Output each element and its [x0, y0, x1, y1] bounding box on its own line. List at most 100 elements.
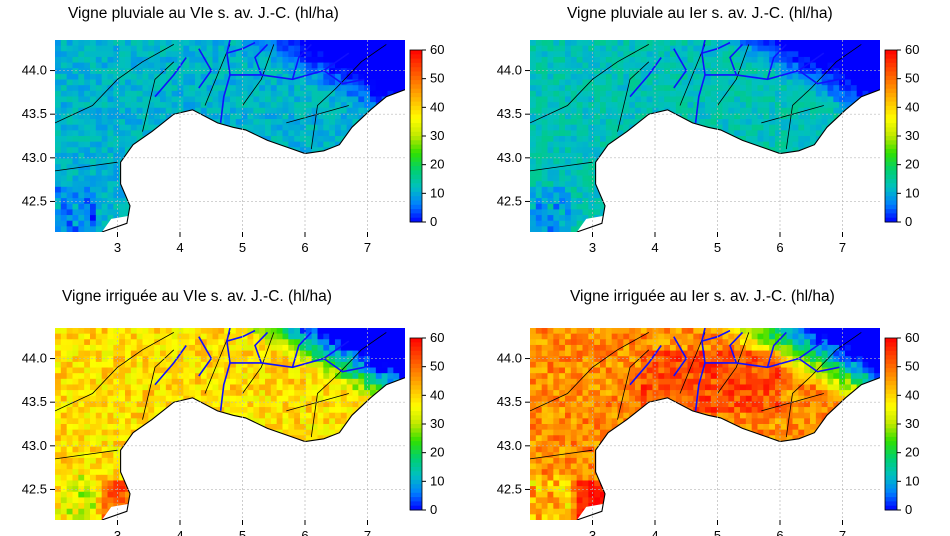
- colorbar: 60 50 40 30 20 10 0: [409, 330, 444, 517]
- colorbar-swatch: [885, 75, 897, 81]
- colorbar-swatch: [885, 144, 897, 150]
- colorbar-swatch: [410, 355, 422, 360]
- colorbar-swatch: [410, 441, 422, 446]
- colorbar-swatch: [885, 196, 897, 201]
- map-plot: 3 4 5 6 7 44.0 43.5 43.0 42.5 60 50 40 30 20 10 0: [497, 40, 919, 255]
- colorbar-swatch: [885, 101, 897, 107]
- x-tick-label: 5: [239, 240, 246, 255]
- colorbar-swatch: [410, 217, 422, 223]
- colorbar-tick-label: 50: [905, 359, 919, 374]
- colorbar-swatch: [885, 131, 897, 137]
- colorbar-swatch: [885, 209, 897, 214]
- colorbar-swatch: [410, 105, 422, 111]
- colorbar-swatch: [410, 458, 422, 464]
- colorbar-swatch: [410, 157, 422, 163]
- river-network: [629, 40, 840, 123]
- colorbar-swatch: [410, 445, 422, 451]
- colorbar-tick-label: 10: [430, 185, 444, 200]
- colorbar-swatch: [885, 363, 897, 369]
- colorbar-swatch: [410, 436, 422, 442]
- colorbar-tick-label: 60: [430, 42, 444, 57]
- gridlines: [55, 40, 405, 232]
- colorbar-tick-label: 40: [430, 387, 444, 402]
- y-tick-label: 42.5: [22, 481, 47, 496]
- gridlines: [530, 40, 880, 232]
- colorbar-swatch: [885, 479, 897, 485]
- colorbar-swatch: [410, 174, 422, 180]
- colorbar-swatch: [885, 213, 897, 219]
- colorbar-swatch: [885, 153, 897, 158]
- colorbar-swatch: [885, 406, 897, 412]
- colorbar-swatch: [885, 393, 897, 399]
- colorbar-swatch: [410, 213, 422, 219]
- colorbar-swatch: [410, 488, 422, 494]
- axes: 3 4 5 6 7 44.0 43.5 43.0 42.5: [22, 351, 371, 536]
- colorbar-tick-label: 40: [905, 99, 919, 114]
- colorbar-tick-label: 0: [905, 502, 912, 517]
- department-borders: [55, 44, 387, 172]
- colorbar-swatch: [885, 338, 897, 343]
- colorbar-swatch: [410, 123, 422, 128]
- colorbar-swatch: [885, 505, 897, 511]
- colorbar-swatch: [885, 449, 897, 455]
- colorbar-swatch: [885, 174, 897, 180]
- colorbar-swatch: [885, 359, 897, 365]
- axes: 3 4 5 6 7 44.0 43.5 43.0 42.5: [497, 63, 846, 255]
- panel-title: Vigne pluviale au VIe s. av. J.-C. (hl/h…: [68, 5, 339, 22]
- colorbar-swatch: [410, 376, 422, 382]
- colorbar-swatch: [410, 372, 422, 378]
- colorbar-swatch: [410, 50, 422, 55]
- yield-raster: [55, 40, 405, 232]
- colorbar-swatch: [410, 497, 422, 502]
- colorbar-swatch: [885, 501, 897, 507]
- colorbar-swatch: [885, 389, 897, 395]
- colorbar-swatch: [410, 389, 422, 395]
- colorbar-swatch: [410, 419, 422, 425]
- colorbar-swatch: [885, 170, 897, 176]
- x-tick-label: 5: [714, 528, 721, 536]
- colorbar-swatch: [885, 118, 897, 124]
- colorbar-swatch: [885, 445, 897, 451]
- colorbar-swatch: [410, 338, 422, 343]
- colorbar-swatch: [885, 148, 897, 154]
- colorbar-swatch: [410, 432, 422, 438]
- colorbar-swatch: [410, 363, 422, 369]
- colorbar-swatch: [410, 381, 422, 386]
- colorbar-swatch: [410, 93, 422, 98]
- colorbar: 60 50 40 30 20 10 0: [884, 330, 919, 517]
- colorbar-swatch: [410, 196, 422, 201]
- colorbar-swatch: [885, 376, 897, 382]
- y-tick-label: 44.0: [497, 63, 522, 78]
- sea-area: [101, 89, 405, 232]
- colorbar: 60 50 40 30 20 10 0: [409, 42, 444, 229]
- colorbar-swatch: [410, 80, 422, 85]
- colorbar-swatch: [410, 144, 422, 150]
- river-network: [154, 328, 365, 411]
- colorbar-tick-label: 0: [905, 214, 912, 229]
- colorbar-swatch: [410, 148, 422, 154]
- colorbar-swatch: [410, 84, 422, 90]
- colorbar-swatch: [410, 183, 422, 189]
- colorbar-swatch: [885, 342, 897, 348]
- x-tick-label: 4: [176, 240, 183, 255]
- colorbar-swatch: [885, 471, 897, 477]
- colorbar-swatch: [410, 505, 422, 511]
- colorbar-swatch: [410, 187, 422, 193]
- y-tick-label: 44.0: [497, 351, 522, 366]
- colorbar-swatch: [885, 136, 897, 141]
- panel-title: Vigne irriguée au Ier s. av. J.-C. (hl/h…: [570, 288, 835, 305]
- colorbar-swatch: [885, 350, 897, 356]
- colorbar-swatch: [410, 62, 422, 68]
- colorbar-swatch: [885, 381, 897, 386]
- colorbar-swatch: [885, 432, 897, 438]
- colorbar-tick-label: 60: [905, 330, 919, 345]
- colorbar-swatch: [410, 415, 422, 421]
- colorbar-swatch: [885, 179, 897, 184]
- colorbar-swatch: [885, 488, 897, 494]
- colorbar-swatch: [410, 484, 422, 489]
- colorbar-swatch: [410, 161, 422, 167]
- colorbar-swatch: [410, 200, 422, 206]
- colorbar-swatch: [410, 342, 422, 348]
- colorbar-tick-label: 0: [430, 502, 437, 517]
- colorbar-swatch: [885, 88, 897, 94]
